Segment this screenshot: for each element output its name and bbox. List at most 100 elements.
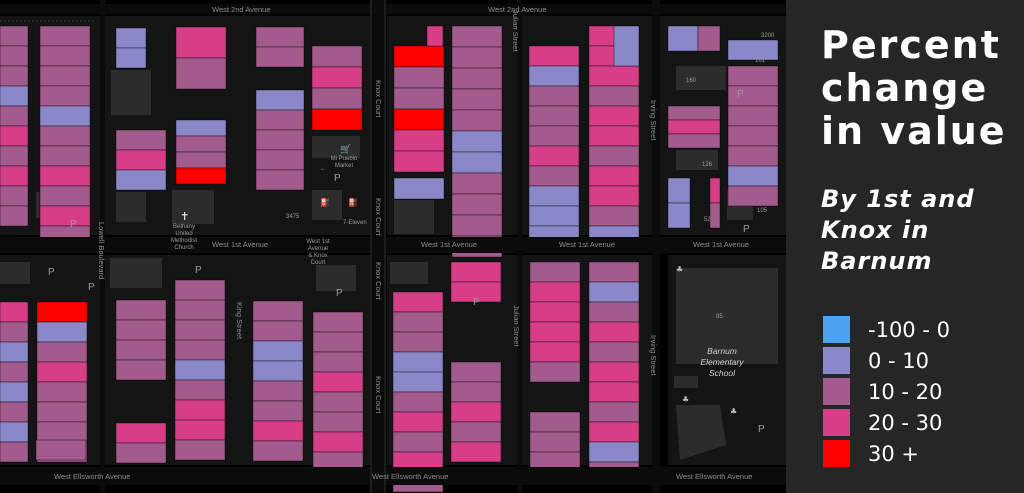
parcel[interactable] xyxy=(175,26,227,59)
parcel[interactable] xyxy=(392,291,444,313)
parcel[interactable] xyxy=(115,359,167,381)
parcel[interactable] xyxy=(39,185,91,207)
parcel[interactable] xyxy=(174,279,226,301)
parcel[interactable] xyxy=(588,261,640,283)
parcel[interactable] xyxy=(727,125,779,147)
parcel[interactable] xyxy=(115,299,167,321)
parcel[interactable] xyxy=(252,300,304,322)
parcel[interactable] xyxy=(588,361,640,383)
parcel[interactable] xyxy=(528,205,580,227)
parcel[interactable] xyxy=(697,25,721,52)
parcel[interactable] xyxy=(311,45,363,68)
parcel[interactable] xyxy=(588,341,640,363)
parcel[interactable] xyxy=(175,167,227,185)
parcel[interactable] xyxy=(588,145,640,167)
parcel[interactable] xyxy=(392,391,444,413)
parcel[interactable] xyxy=(529,321,581,343)
parcel[interactable] xyxy=(175,119,227,137)
parcel[interactable] xyxy=(36,341,88,363)
parcel[interactable] xyxy=(115,169,167,191)
parcel[interactable] xyxy=(588,421,640,443)
parcel[interactable] xyxy=(709,177,721,204)
parcel[interactable] xyxy=(393,129,445,152)
parcel[interactable] xyxy=(115,339,167,361)
parcel[interactable] xyxy=(529,301,581,323)
parcel[interactable] xyxy=(588,441,640,463)
parcel[interactable] xyxy=(174,359,226,381)
parcel[interactable] xyxy=(175,57,227,90)
parcel[interactable] xyxy=(588,281,640,303)
parcel[interactable] xyxy=(36,381,88,403)
parcel[interactable] xyxy=(255,129,305,151)
parcel[interactable] xyxy=(393,108,445,131)
parcel[interactable] xyxy=(588,401,640,423)
parcel[interactable] xyxy=(588,381,640,403)
parcel[interactable] xyxy=(528,65,580,87)
parcel[interactable] xyxy=(0,165,29,187)
parcel[interactable] xyxy=(39,25,91,47)
parcel[interactable] xyxy=(36,361,88,383)
parcel[interactable] xyxy=(0,341,29,363)
parcel[interactable] xyxy=(667,133,721,149)
parcel[interactable] xyxy=(255,109,305,131)
parcel[interactable] xyxy=(252,340,304,362)
parcel[interactable] xyxy=(393,150,445,173)
parcel[interactable] xyxy=(451,109,503,132)
parcel[interactable] xyxy=(312,371,364,393)
parcel[interactable] xyxy=(115,442,167,464)
parcel[interactable] xyxy=(115,27,147,49)
parcel[interactable] xyxy=(0,441,29,463)
parcel[interactable] xyxy=(588,125,640,147)
parcel[interactable] xyxy=(39,85,91,107)
parcel[interactable] xyxy=(252,320,304,342)
parcel[interactable] xyxy=(529,261,581,283)
parcel[interactable] xyxy=(175,151,227,169)
parcel[interactable] xyxy=(451,88,503,111)
parcel[interactable] xyxy=(174,339,226,361)
parcel[interactable] xyxy=(39,205,91,227)
parcel[interactable] xyxy=(39,125,91,147)
parcel[interactable] xyxy=(588,85,640,107)
parcel[interactable] xyxy=(450,421,502,443)
parcel[interactable] xyxy=(528,185,580,207)
parcel[interactable] xyxy=(667,105,721,121)
parcel[interactable] xyxy=(174,379,226,401)
parcel[interactable] xyxy=(0,381,29,403)
parcel[interactable] xyxy=(529,341,581,363)
parcel[interactable] xyxy=(174,399,226,421)
parcel[interactable] xyxy=(450,261,502,283)
parcel[interactable] xyxy=(0,25,29,47)
parcel[interactable] xyxy=(393,66,445,89)
parcel[interactable] xyxy=(451,214,503,237)
parcel[interactable] xyxy=(392,431,444,453)
parcel[interactable] xyxy=(393,177,445,200)
parcel[interactable] xyxy=(450,381,502,403)
parcel[interactable] xyxy=(0,401,29,423)
parcel[interactable] xyxy=(252,380,304,402)
parcel[interactable] xyxy=(115,319,167,341)
parcel[interactable] xyxy=(39,65,91,87)
parcel[interactable] xyxy=(0,361,29,383)
parcel[interactable] xyxy=(174,439,226,461)
parcel[interactable] xyxy=(0,145,29,167)
parcel[interactable] xyxy=(667,177,691,204)
parcel[interactable] xyxy=(588,185,640,207)
parcel[interactable] xyxy=(727,165,779,187)
parcel[interactable] xyxy=(528,105,580,127)
parcel[interactable] xyxy=(252,400,304,422)
parcel[interactable] xyxy=(311,108,363,131)
parcel[interactable] xyxy=(588,321,640,343)
parcel[interactable] xyxy=(528,165,580,187)
parcel[interactable] xyxy=(393,87,445,110)
parcel[interactable] xyxy=(392,371,444,393)
parcel[interactable] xyxy=(727,145,779,167)
parcel[interactable] xyxy=(0,105,29,127)
parcel[interactable] xyxy=(312,411,364,433)
parcel[interactable] xyxy=(426,25,444,47)
parcel[interactable] xyxy=(311,66,363,89)
parcel[interactable] xyxy=(727,105,779,127)
parcel[interactable] xyxy=(311,87,363,110)
parcel[interactable] xyxy=(174,419,226,441)
parcel[interactable] xyxy=(39,45,91,67)
parcel[interactable] xyxy=(252,420,304,442)
